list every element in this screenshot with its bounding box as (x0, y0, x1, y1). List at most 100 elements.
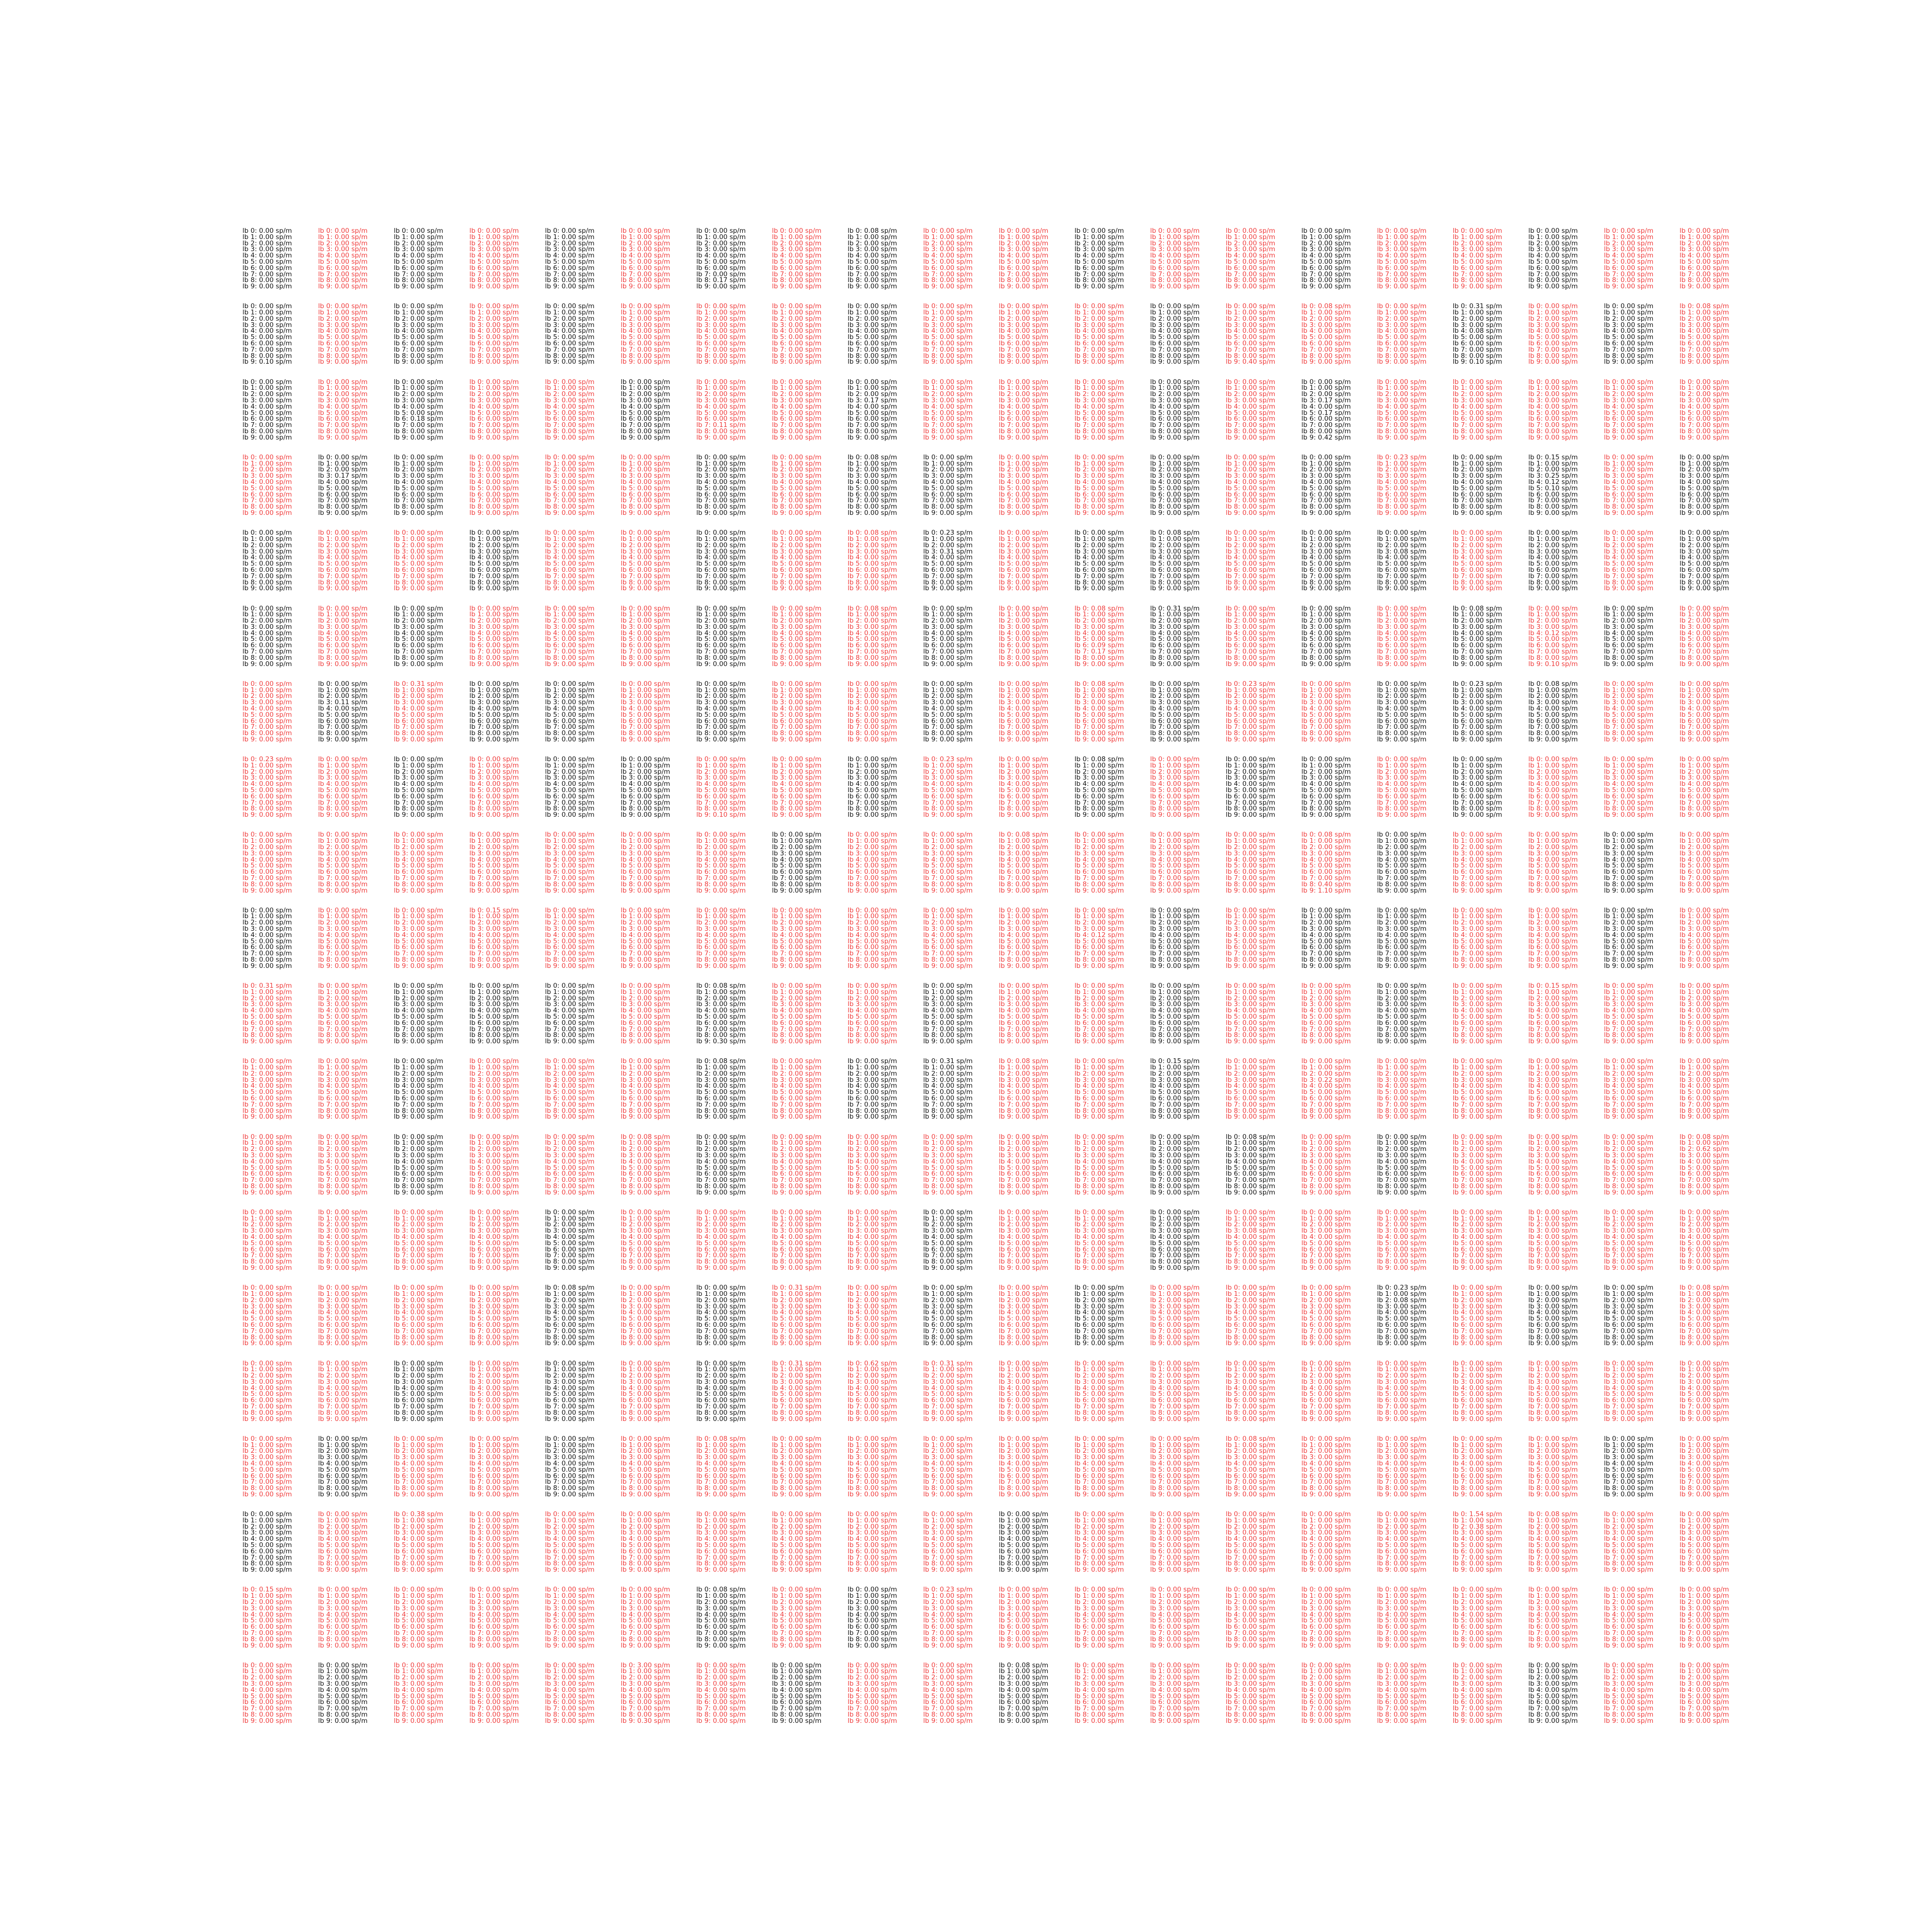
label-line: lb 3: 0.00 sp/m (545, 623, 595, 631)
label-line: lb 6: 0.00 sp/m (696, 1472, 746, 1480)
label-line: lb 3: 0.00 sp/m (1150, 1453, 1200, 1462)
label-line: lb 3: 0.00 sp/m (1074, 1453, 1124, 1462)
label-line: lb 6: 0.00 sp/m (696, 1019, 746, 1027)
label-line: lb 9: 0.00 sp/m (469, 660, 519, 668)
label-line: lb 5: 0.00 sp/m (1679, 1239, 1729, 1247)
label-line: lb 5: 0.00 sp/m (999, 1390, 1049, 1398)
label-line: lb 0: 0.00 sp/m (772, 604, 822, 612)
label-line: lb 4: 0.00 sp/m (1074, 1459, 1124, 1467)
label-line: lb 3: 0.00 sp/m (772, 1076, 822, 1084)
label-line: lb 7: 0.00 sp/m (1377, 874, 1427, 882)
label-line: lb 7: 0.00 sp/m (469, 1100, 519, 1108)
label-line: lb 3: 0.00 sp/m (1604, 925, 1654, 933)
label-panel: lb 0: 0.08 sp/m lb 1: 0.00 sp/m lb 2: 0.00… (1301, 832, 1374, 894)
label-line: lb 5: 0.00 sp/m (242, 560, 292, 568)
label-line: lb 6: 0.00 sp/m (394, 717, 443, 725)
label-line: lb 9: 0.00 sp/m (1225, 1717, 1276, 1725)
label-line: lb 3: 0.00 sp/m (242, 472, 292, 480)
label-line: lb 6: 0.00 sp/m (772, 264, 822, 272)
label-line: lb 0: 0.00 sp/m (242, 831, 292, 839)
label-line: lb 4: 0.00 sp/m (318, 855, 368, 864)
label-line: lb 7: 0.00 sp/m (1301, 1478, 1351, 1486)
label-line: lb 6: 0.00 sp/m (999, 943, 1049, 952)
label-line: lb 9: 0.00 sp/m (1377, 358, 1427, 366)
label-line: lb 2: 0.00 sp/m (1301, 617, 1351, 625)
label-line: lb 2: 0.00 sp/m (1528, 692, 1578, 700)
label-line: lb 0: 0.00 sp/m (1604, 1133, 1654, 1141)
label-line: lb 8: 0.00 sp/m (242, 1031, 292, 1039)
label-line: lb 8: 0.00 sp/m (1074, 1560, 1124, 1568)
label-line: lb 3: 0.00 sp/m (621, 1680, 670, 1688)
label-line: lb 2: 0.00 sp/m (1074, 617, 1124, 625)
label-panel: lb 0: 0.00 sp/m lb 1: 0.00 sp/m lb 2: 0.00… (1528, 1360, 1601, 1422)
label-line: lb 1: 0.00 sp/m (242, 459, 292, 468)
label-panel: lb 0: 0.00 sp/m lb 1: 0.00 sp/m lb 2: 0.00… (1075, 1134, 1147, 1196)
label-line: lb 1: 0.00 sp/m (772, 761, 822, 769)
label-line: lb 0: 0.00 sp/m (1679, 1510, 1729, 1519)
label-line: lb 3: 0.00 sp/m (469, 623, 519, 631)
label-line: lb 0: 0.00 sp/m (545, 1661, 595, 1669)
label-line: lb 2: 0.00 sp/m (1150, 1674, 1200, 1682)
label-line: lb 0: 0.00 sp/m (999, 453, 1049, 461)
label-line: lb 8: 0.00 sp/m (318, 653, 368, 662)
label-line: lb 9: 0.00 sp/m (1150, 1037, 1200, 1046)
label-line: lb 4: 0.00 sp/m (545, 1082, 595, 1090)
label-line: lb 8: 0.00 sp/m (1377, 276, 1427, 284)
label-line: lb 4: 0.00 sp/m (1604, 780, 1654, 788)
label-line: lb 3: 0.00 sp/m (923, 1604, 973, 1612)
label-line: lb 7: 0.00 sp/m (1074, 572, 1124, 580)
label-line: lb 1: 0.00 sp/m (318, 459, 368, 468)
label-line: lb 4: 0.00 sp/m (1150, 931, 1200, 939)
label-line: lb 2: 0.00 sp/m (772, 1372, 822, 1380)
label-line: lb 2: 0.00 sp/m (469, 692, 519, 700)
label-line: lb 8: 0.00 sp/m (1301, 503, 1351, 511)
label-line: lb 6: 0.00 sp/m (1528, 490, 1578, 498)
label-panel: lb 0: 0.00 sp/m lb 1: 0.00 sp/m lb 2: 0.00… (999, 1284, 1071, 1347)
label-line: lb 6: 0.00 sp/m (1074, 566, 1124, 574)
label-line: lb 3: 0.00 sp/m (847, 849, 897, 857)
label-line: lb 0: 0.00 sp/m (469, 1586, 519, 1594)
label-line: lb 1: 0.00 sp/m (1150, 459, 1200, 468)
label-line: lb 7: 0.00 sp/m (1528, 421, 1578, 429)
label-line: lb 0: 0.00 sp/m (772, 755, 822, 764)
label-line: lb 6: 0.00 sp/m (242, 943, 292, 952)
label-line: lb 0: 0.00 sp/m (318, 1510, 368, 1519)
label-line: lb 8: 0.00 sp/m (696, 1258, 746, 1266)
label-line: lb 0: 0.00 sp/m (621, 1359, 670, 1367)
label-panel: lb 0: 0.00 sp/m lb 1: 0.00 sp/m lb 2: 0.00… (1150, 379, 1222, 441)
label-line: lb 5: 0.00 sp/m (772, 937, 822, 945)
label-line: lb 6: 0.00 sp/m (1604, 868, 1654, 876)
label-line: lb 1: 0.00 sp/m (621, 837, 670, 845)
label-line: lb 0: 0.00 sp/m (1074, 1133, 1124, 1141)
label-line: lb 5: 0.00 sp/m (1225, 560, 1276, 568)
label-line: lb 6: 0.00 sp/m (1452, 717, 1502, 725)
label-line: lb 2: 0.00 sp/m (696, 239, 746, 247)
label-line: lb 3: 0.00 sp/m (1074, 396, 1124, 404)
label-line: lb 2: 0.00 sp/m (696, 843, 746, 851)
label-line: lb 3: 0.00 sp/m (1225, 1604, 1276, 1612)
label-line: lb 4: 0.00 sp/m (847, 1384, 897, 1392)
label-line: lb 4: 0.00 sp/m (1301, 1610, 1351, 1619)
label-line: lb 5: 0.00 sp/m (318, 1692, 368, 1700)
label-line: lb 3: 0.00 sp/m (545, 396, 595, 404)
label-line: lb 6: 0.00 sp/m (1225, 415, 1276, 423)
label-line: lb 8: 0.00 sp/m (1452, 1484, 1502, 1492)
label-line: lb 9: 0.00 sp/m (999, 433, 1049, 441)
label-line: lb 5: 0.00 sp/m (1074, 1390, 1124, 1398)
label-line: lb 7: 0.00 sp/m (242, 1705, 292, 1713)
label-line: lb 2: 0.00 sp/m (1225, 994, 1276, 1002)
label-line: lb 4: 0.00 sp/m (318, 629, 368, 637)
label-panel: lb 0: 0.00 sp/m lb 1: 0.00 sp/m lb 2: 0.00… (545, 681, 617, 743)
label-line: lb 9: 0.00 sp/m (772, 1415, 822, 1423)
label-panel: lb 0: 0.00 sp/m lb 1: 0.00 sp/m lb 2: 0.00… (394, 1284, 466, 1347)
label-line: lb 2: 0.00 sp/m (772, 1447, 822, 1455)
label-line: lb 1: 0.00 sp/m (1528, 1667, 1578, 1676)
label-line: lb 6: 0.00 sp/m (923, 1547, 973, 1555)
label-line: lb 8: 0.00 sp/m (1452, 805, 1502, 813)
label-line: lb 9: 0.00 sp/m (923, 735, 973, 743)
label-line: lb 7: 0.00 sp/m (923, 1100, 973, 1108)
label-line: lb 6: 0.00 sp/m (1604, 1245, 1654, 1253)
label-line: lb 3: 0.00 sp/m (1377, 1227, 1427, 1235)
label-line: lb 5: 0.00 sp/m (696, 1541, 746, 1549)
label-line: lb 3: 0.08 sp/m (1225, 1227, 1276, 1235)
